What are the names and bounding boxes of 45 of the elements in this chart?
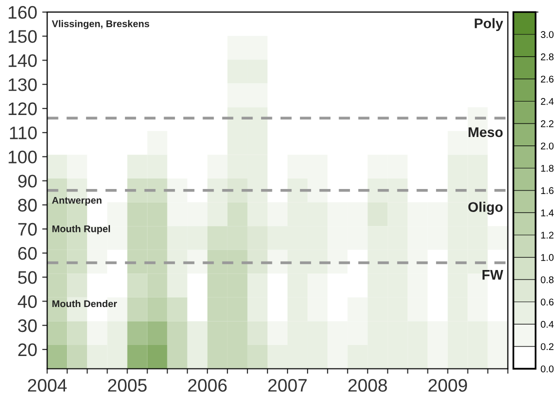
annotation: Antwerpen [52,196,102,206]
x-tick-label: 2007 [268,378,307,392]
color-bar-label: 0.8 [540,276,554,284]
color-bar-label: 1.0 [541,254,554,261]
x-tick-label: 2006 [188,378,227,392]
annotation: Poly [474,18,504,32]
annotation: Vlissingen, Breskens [52,20,150,30]
color-bar-label: 0.6 [540,298,554,306]
color-bar-label: 3.0 [540,31,554,38]
x-tick-label: 2004 [28,378,67,392]
annotation: Mouth Rupel [52,225,110,234]
color-bar-label: 2.6 [540,76,554,83]
color-bar-label: 1.8 [541,164,554,172]
x-tick-label: 2005 [108,378,147,392]
color-bar-label: 0.4 [540,320,554,328]
annotation: Meso [468,127,503,138]
y-tick-label: 150 [8,30,37,43]
x-tick-label: 2008 [348,378,387,392]
y-tick-label: 60 [18,247,37,260]
y-tick-label: 80 [18,198,37,212]
y-tick-label: 70 [18,222,37,236]
color-bar-label: 0.2 [540,343,554,350]
color-bar-label: 1.6 [541,187,554,194]
y-tick-label: 160 [8,6,37,19]
color-bar-label: 2.0 [540,142,554,150]
annotation: Mouth Dender [52,300,117,308]
color-bar-label: 0.0 [540,365,554,372]
annotation: FW [482,270,504,280]
y-tick-label: 140 [8,54,37,68]
y-tick-label: 100 [8,150,37,164]
y-tick-label: 40 [18,295,37,308]
color-bar-label: 2.8 [540,53,554,60]
y-tick-label: 50 [18,271,37,284]
color-bar-label: 1.4 [541,210,554,216]
y-tick-label: 30 [18,319,37,332]
x-tick-label: 2009 [428,378,467,392]
y-tick-label: 130 [8,78,37,92]
y-tick-label: 90 [18,174,37,188]
color-bar-label: 2.2 [540,120,554,128]
y-tick-label: 20 [18,343,37,356]
y-tick-label: 110 [10,126,37,140]
color-bar-label: 1.2 [541,232,554,239]
y-tick-label: 120 [8,102,37,116]
annotation: Oligo [468,202,503,215]
color-bar-label: 2.4 [540,98,554,105]
